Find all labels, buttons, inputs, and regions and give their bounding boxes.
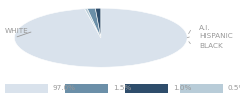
Text: 97.0%: 97.0% — [53, 85, 76, 91]
Text: HISPANIC: HISPANIC — [199, 33, 233, 39]
Wedge shape — [14, 8, 187, 67]
FancyBboxPatch shape — [125, 84, 168, 93]
FancyBboxPatch shape — [180, 84, 223, 93]
Wedge shape — [85, 9, 101, 38]
Text: 1.0%: 1.0% — [173, 85, 191, 91]
Text: 1.5%: 1.5% — [113, 85, 131, 91]
Text: WHITE: WHITE — [5, 28, 29, 34]
Wedge shape — [87, 8, 101, 38]
FancyBboxPatch shape — [5, 84, 48, 93]
Wedge shape — [95, 8, 101, 38]
Text: BLACK: BLACK — [199, 43, 223, 49]
FancyBboxPatch shape — [65, 84, 108, 93]
Text: 0.5%: 0.5% — [228, 85, 240, 91]
Text: A.I.: A.I. — [199, 25, 211, 31]
